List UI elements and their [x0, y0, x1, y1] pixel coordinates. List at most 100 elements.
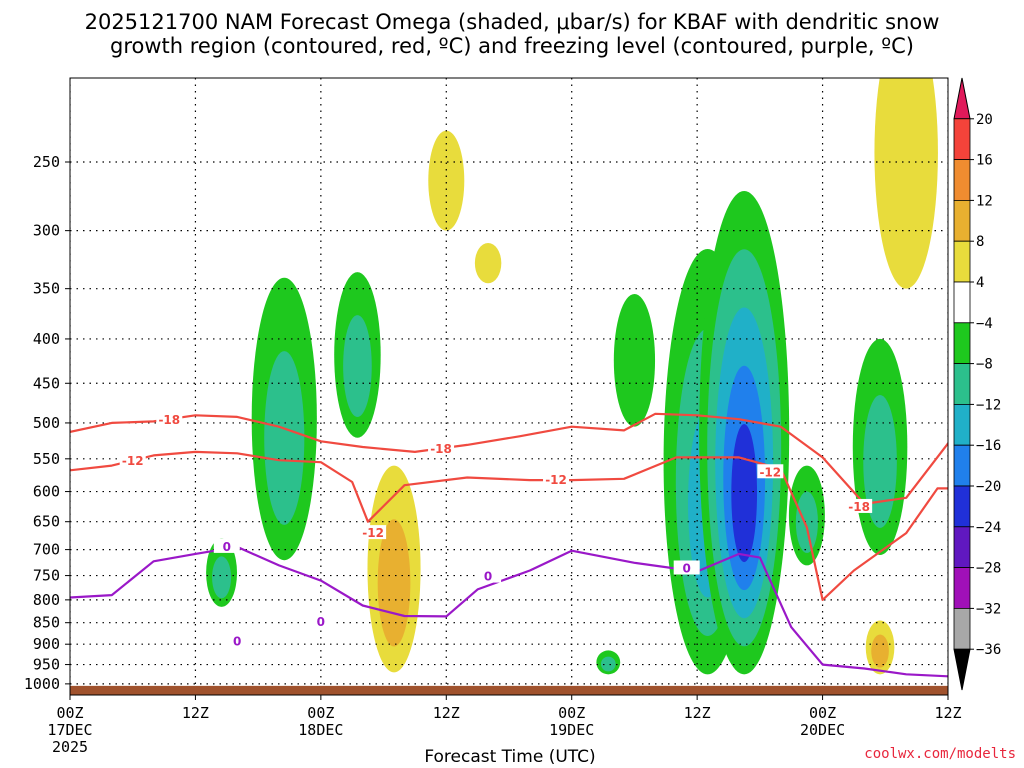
y-tick-label-550: 550	[33, 450, 60, 468]
fzl-label-a: 0	[223, 540, 231, 554]
omega-region-11-level-1	[863, 395, 897, 528]
omega-region-0-level-1	[264, 351, 305, 525]
dgz-minus12-contour	[70, 450, 948, 601]
colorbar-segment-12	[953, 567, 971, 609]
dgz-label-e-bg	[360, 525, 387, 540]
dgz-label-d: -12	[122, 454, 144, 468]
y-tick-label-250: 250	[33, 153, 60, 171]
y-tick-label-600: 600	[33, 483, 60, 501]
y-tick-label-950: 950	[33, 656, 60, 674]
fzl-label-d: 0	[317, 615, 325, 629]
colorbar-segment-10	[953, 485, 971, 528]
colorbar-segment-1	[953, 118, 971, 161]
x-tick-label-7-line1: 12Z	[934, 704, 961, 722]
y-tick-label-450: 450	[33, 374, 60, 392]
y-tick-label-900: 900	[33, 635, 60, 653]
dgz-label-f: -12	[545, 473, 567, 487]
colorbar-label-7: −12	[976, 397, 1001, 413]
y-tick-label-700: 700	[33, 541, 60, 559]
omega-region-1-level-1	[343, 315, 372, 418]
y-tick-label-350: 350	[33, 280, 60, 298]
terrain-band	[70, 685, 948, 695]
omega-region-7-level-0	[613, 294, 656, 427]
omega-region-5-level-0	[474, 242, 502, 284]
fzl-label-e-bg	[224, 633, 251, 648]
colorbar-label-10: −24	[976, 520, 1001, 536]
omega-region-6-level-1	[600, 656, 616, 672]
x-tick-label-0-line2: 17DEC	[47, 721, 92, 739]
contour-lines: -18 -18 -18 -12 -12 -12 -12 0 0 0 0 0	[70, 411, 948, 678]
chart-title-line2: growth region (contoured, red, ºC) and f…	[110, 34, 914, 58]
x-axis-label: Forecast Time (UTC)	[424, 747, 595, 767]
fzl-label-c: 0	[683, 561, 691, 575]
colorbar-segment-13	[953, 608, 971, 650]
y-tick-label-300: 300	[33, 222, 60, 240]
colorbar-label-4: 4	[976, 275, 984, 291]
colorbar-label-3: 8	[976, 234, 984, 250]
dgz-label-f-bg	[543, 472, 570, 487]
colorbar-segment-3	[953, 199, 971, 242]
x-tick-label-0-line3: 2025	[52, 738, 88, 756]
x-tick-label-2-line2: 18DEC	[298, 721, 343, 739]
dgz-label-g: -12	[759, 465, 781, 479]
colorbar-segment-6	[953, 322, 971, 364]
omega-region-4-level-0	[428, 130, 465, 231]
colorbar-segment-9	[953, 444, 971, 487]
fzl-label-d-bg	[307, 613, 334, 628]
colorbar-segment-5	[953, 281, 971, 324]
dgz-minus18-contour	[70, 412, 948, 505]
omega-region-9-level-4	[731, 424, 758, 563]
x-tick-label-4-line1: 00Z	[558, 704, 585, 722]
colorbar-label-11: −28	[976, 561, 1001, 577]
x-tick-label-6-line1: 00Z	[809, 704, 836, 722]
y-axis: 250 300 350 400 450 500 550 600 650 700 750 800 850 9…	[24, 153, 70, 693]
colorbar-segment-8	[953, 403, 971, 446]
x-tick-label-0-line1: 00Z	[56, 704, 83, 722]
fzl-label-c-bg	[673, 560, 700, 575]
colorbar-label-13: −36	[976, 642, 1001, 658]
dgz-label-a-bg	[156, 411, 183, 426]
omega-region-13-level-1	[871, 634, 889, 668]
y-tick-label-800: 800	[33, 591, 60, 609]
dgz-label-b-bg	[428, 441, 455, 456]
fzl-label-a-bg	[213, 538, 240, 553]
x-tick-label-5-line1: 12Z	[684, 704, 711, 722]
y-tick-label-1000: 1000	[24, 675, 60, 693]
y-tick-label-750: 750	[33, 567, 60, 585]
colorbar-label-5: −4	[976, 316, 993, 332]
y-tick-label-400: 400	[33, 330, 60, 348]
omega-region-10-level-1	[795, 491, 818, 553]
colorbar-segment-2	[953, 159, 971, 201]
colorbar: 20 16 12 8 4 −4 −8 −12 −16 −20 −24 −28 −32 −36	[953, 77, 1001, 691]
colorbar-label-6: −8	[976, 357, 993, 373]
colorbar-segment-11	[953, 526, 971, 568]
plot-border	[69, 77, 949, 696]
x-tick-label-6-line2: 20DEC	[800, 721, 845, 739]
dgz-label-g-bg	[757, 464, 784, 479]
dgz-label-d-bg	[119, 452, 146, 467]
dgz-label-c-bg	[846, 498, 873, 513]
dgz-label-e: -12	[362, 526, 384, 540]
fzl-label-b-bg	[475, 568, 502, 583]
dgz-label-b: -18	[430, 442, 452, 456]
omega-region-2-level-1	[212, 556, 232, 599]
dgz-label-a: -18	[158, 413, 180, 427]
colorbar-label-9: −20	[976, 479, 1001, 495]
colorbar-top-triangle	[953, 77, 971, 120]
plot-background	[70, 78, 948, 695]
y-tick-label-850: 850	[33, 614, 60, 632]
colorbar-label-12: −32	[976, 601, 1001, 617]
fzl-label-b: 0	[484, 570, 492, 584]
x-tick-label-1-line1: 12Z	[182, 704, 209, 722]
omega-region-12-level-0	[874, 78, 938, 289]
grid-lines	[70, 78, 948, 695]
y-tick-label-650: 650	[33, 513, 60, 531]
x-tick-label-3-line1: 12Z	[433, 704, 460, 722]
credit-text: coolwx.com/modelts	[864, 746, 1016, 762]
chart-title-line1: 2025121700 NAM Forecast Omega (shaded, μ…	[85, 10, 940, 34]
dgz-label-c: -18	[848, 500, 870, 514]
terrain-layer	[70, 685, 948, 695]
colorbar-segment-7	[953, 363, 971, 405]
